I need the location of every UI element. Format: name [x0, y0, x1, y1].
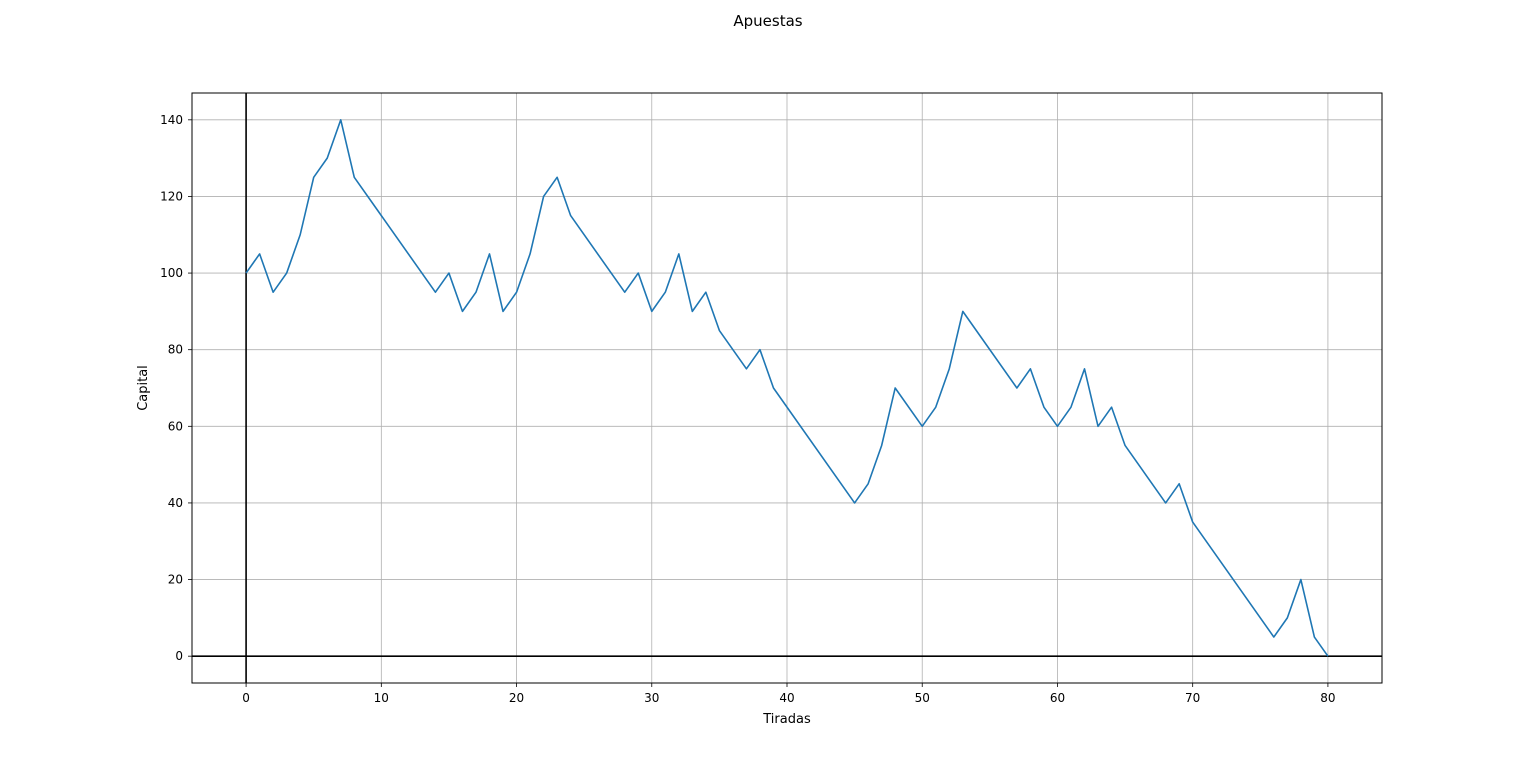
x-tick-label: 50: [915, 691, 930, 705]
y-tick-label: 140: [160, 113, 183, 127]
series-line: [245, 119, 1329, 657]
x-tick-label: 10: [374, 691, 389, 705]
x-tick-label: 20: [509, 691, 524, 705]
y-tick-label: 120: [160, 189, 183, 203]
x-tick-label: 80: [1320, 691, 1335, 705]
x-tick-label: 60: [1050, 691, 1065, 705]
x-tick-label: 70: [1185, 691, 1200, 705]
y-tick-label: 80: [168, 343, 183, 357]
y-axis-label: Capital: [136, 365, 151, 411]
grid: [192, 93, 1382, 683]
y-tick-label: 100: [160, 266, 183, 280]
x-tick-label: 40: [779, 691, 794, 705]
y-tick-label: 40: [168, 496, 183, 510]
series-layer: [245, 119, 1329, 657]
x-tick-label: 0: [242, 691, 250, 705]
x-tick-label: 30: [644, 691, 659, 705]
y-ticks: 0 20 40 60 80 100 120 140: [160, 113, 192, 663]
x-axis-label: Tiradas: [762, 712, 811, 727]
y-tick-label: 0: [175, 649, 183, 663]
zero-axis-lines: [192, 93, 1382, 683]
y-tick-label: 20: [168, 573, 183, 587]
chart-title: Apuestas: [733, 12, 802, 30]
y-tick-label: 60: [168, 419, 183, 433]
x-ticks: 0 10 20 30 40 50 60 70 80: [242, 683, 1336, 705]
